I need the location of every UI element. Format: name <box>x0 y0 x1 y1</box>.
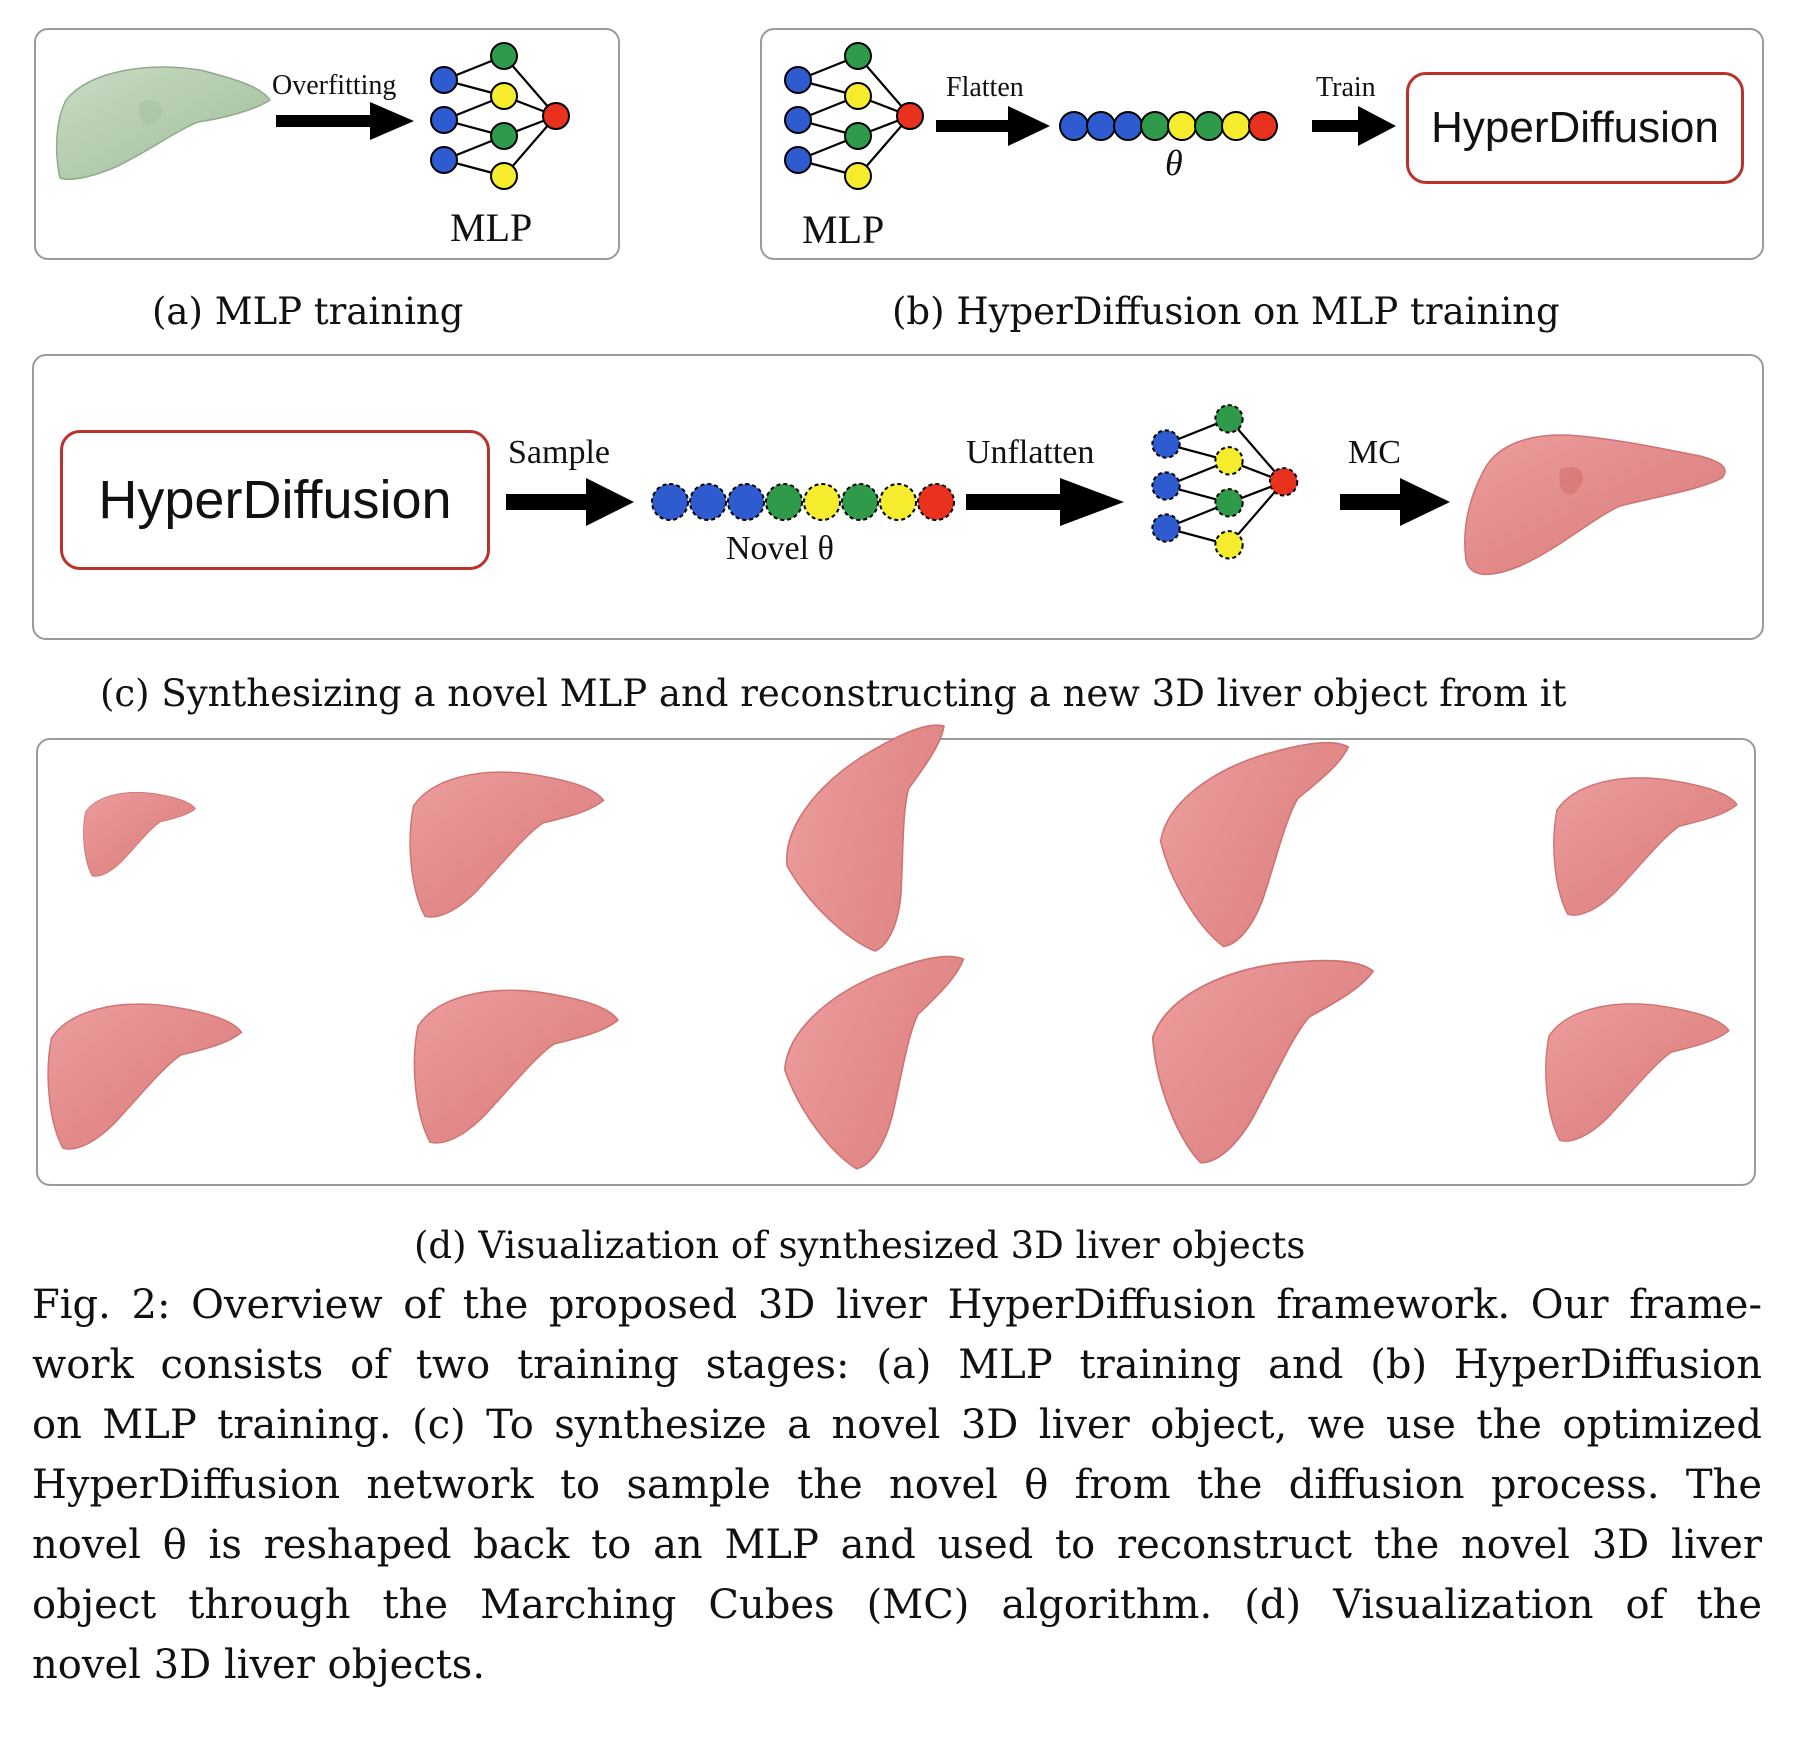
synthesized-liver-icon <box>786 724 945 952</box>
theta-parameter-node <box>1248 111 1278 141</box>
mlp-input-node <box>430 146 458 174</box>
mlp-input-node <box>784 146 812 174</box>
mlp-output-node <box>896 102 924 130</box>
caption-line: novel θ is reshaped back to an MLP and u… <box>32 1522 1762 1568</box>
theta-label: θ <box>1165 143 1183 183</box>
theta-parameter-node <box>689 483 727 521</box>
mlp-hidden-node <box>844 122 872 150</box>
liver-green-icon <box>55 66 272 180</box>
mlp-hidden-node <box>490 42 518 70</box>
synthesized-liver-icon <box>1159 741 1350 948</box>
unflatten-label: Unflatten <box>966 434 1095 471</box>
mlp-input-node <box>430 106 458 134</box>
mlp-hidden-node <box>1214 488 1244 518</box>
theta-parameter-node <box>879 483 917 521</box>
synthesized-liver-icon <box>1151 959 1375 1164</box>
novel-theta-label: Novel θ <box>726 530 834 567</box>
arrow-unflatten <box>966 478 1124 526</box>
theta-parameter-node <box>765 483 803 521</box>
mlp-output-node <box>1268 467 1299 497</box>
synthesized-liver-icon <box>409 771 605 918</box>
mlp-edge <box>1228 418 1285 483</box>
mlp-hidden-node <box>844 162 872 190</box>
panel-b <box>760 28 1764 260</box>
caption-line: novel 3D liver objects. <box>32 1642 486 1688</box>
caption-b: (b) HyperDiffusion on MLP training <box>892 290 1560 333</box>
mlp-hidden-node <box>490 122 518 150</box>
mc-label: MC <box>1348 434 1401 471</box>
synthesized-liver-icon <box>83 792 197 877</box>
overfitting-label: Overfitting <box>272 70 397 101</box>
synthesized-liver-icon <box>1553 777 1738 916</box>
sample-label: Sample <box>508 434 610 471</box>
mlp-output-node <box>542 102 570 130</box>
theta-parameter-node <box>1140 111 1170 141</box>
mlp-input-node <box>1151 429 1181 459</box>
mlp-label-a: MLP <box>450 205 533 250</box>
arrow-flatten <box>936 106 1050 146</box>
theta-parameter-node <box>1086 111 1116 141</box>
mlp-hidden-node <box>490 82 518 110</box>
caption-d: (d) Visualization of synthesized 3D live… <box>414 1224 1306 1267</box>
caption-line: object through the Marching Cubes (MC) a… <box>32 1582 1762 1628</box>
synthesized-liver-icon <box>413 989 620 1144</box>
theta-parameter-node <box>1113 111 1143 141</box>
caption-line: on MLP training. (c) To synthesize a nov… <box>32 1402 1762 1448</box>
mlp-hidden-node <box>844 42 872 70</box>
mlp-input-node <box>1151 513 1181 543</box>
mlp-input-node <box>784 106 812 134</box>
theta-parameter-node <box>803 483 841 521</box>
caption-line: HyperDiffusion network to sample the nov… <box>32 1462 1762 1508</box>
hyperdiffusion-box-c: HyperDiffusion <box>60 430 490 570</box>
caption-c: (c) Synthesizing a novel MLP and reconst… <box>100 672 1567 715</box>
mlp-hidden-node <box>490 162 518 190</box>
hyperdiffusion-box-b: HyperDiffusion <box>1406 72 1744 184</box>
arrow-mc <box>1340 478 1450 526</box>
theta-parameter-node <box>1194 111 1224 141</box>
mlp-input-node <box>784 66 812 94</box>
theta-parameter-node <box>841 483 879 521</box>
theta-parameter-node <box>727 483 765 521</box>
mlp-input-node <box>1151 471 1181 501</box>
liver-pink-output-icon <box>1464 434 1726 576</box>
mlp-input-node <box>430 66 458 94</box>
arrow-train <box>1312 106 1396 146</box>
mlp-hidden-node <box>1214 530 1244 560</box>
theta-parameter-node <box>651 483 689 521</box>
liver-gallery <box>47 724 1738 1170</box>
theta-parameter-node <box>1221 111 1251 141</box>
caption-a: (a) MLP training <box>152 290 464 333</box>
mlp-hidden-node <box>1214 446 1244 476</box>
figure-caption: Fig. 2: Overview of the proposed 3D live… <box>32 1275 1762 1695</box>
synthesized-liver-icon <box>783 955 965 1170</box>
train-label: Train <box>1316 72 1376 103</box>
theta-parameter-node <box>1059 111 1089 141</box>
arrow-sample <box>506 478 634 526</box>
synthesized-liver-icon <box>1545 1003 1730 1142</box>
theta-parameter-node <box>917 483 955 521</box>
mlp-label-b: MLP <box>802 207 885 252</box>
caption-line: work consists of two training stages: (a… <box>32 1342 1762 1388</box>
synthesized-liver-icon <box>47 1003 243 1150</box>
mlp-hidden-node <box>1214 404 1244 434</box>
arrow-overfitting <box>276 102 414 140</box>
caption-line: Fig. 2: Overview of the proposed 3D live… <box>32 1282 1762 1328</box>
mlp-hidden-node <box>844 82 872 110</box>
theta-parameter-node <box>1167 111 1197 141</box>
flatten-label: Flatten <box>946 72 1024 103</box>
